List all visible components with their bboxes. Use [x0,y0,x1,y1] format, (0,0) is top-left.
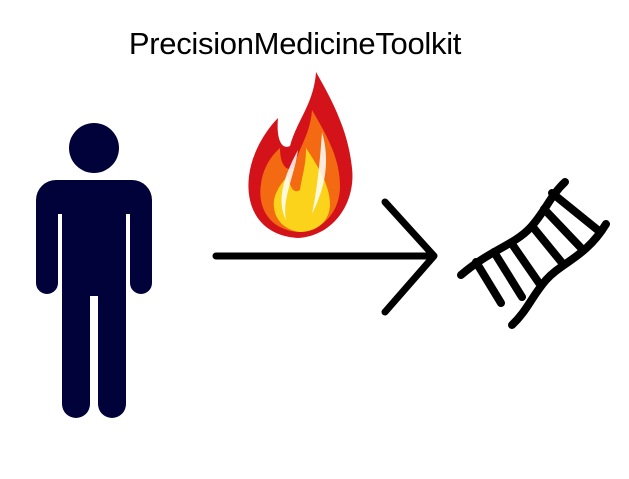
page-title: PrecisionMedicineToolkit [128,26,462,61]
arrow-right-icon [212,198,438,316]
dna-icon [457,178,610,329]
person-icon [36,123,152,418]
flame-icon [248,72,353,238]
